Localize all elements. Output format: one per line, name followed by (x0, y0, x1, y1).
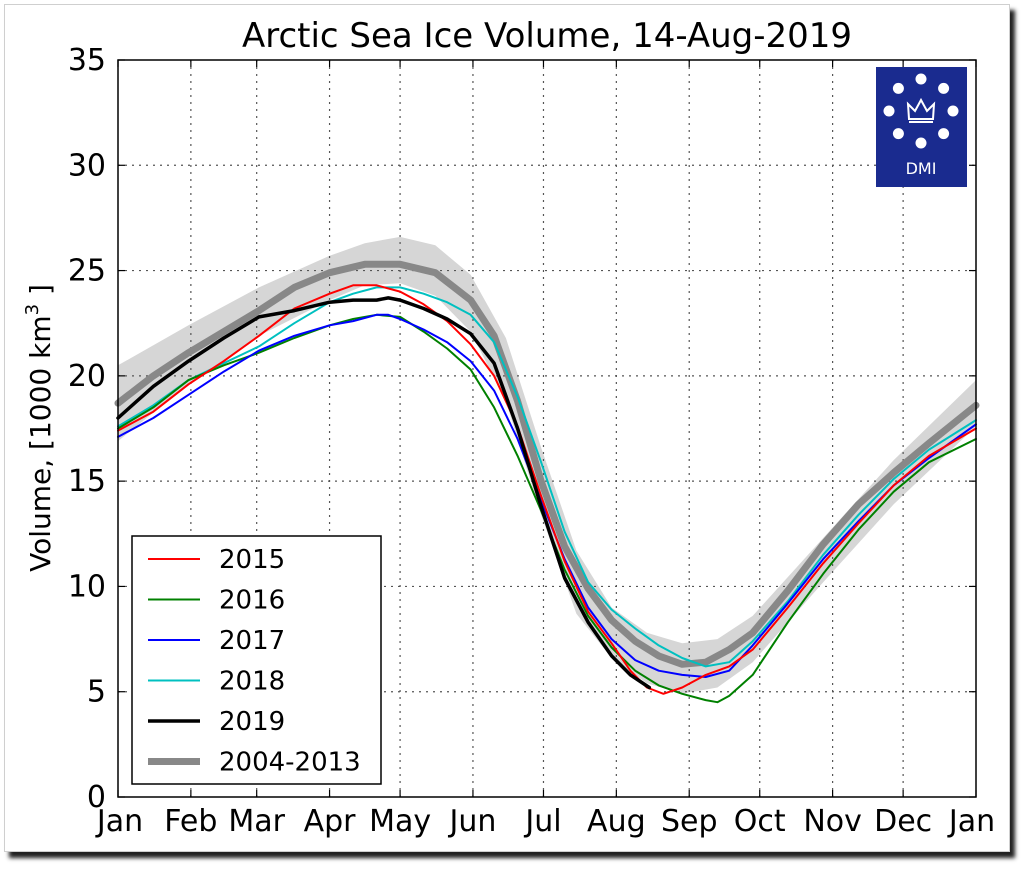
axis-ticks (117, 59, 977, 798)
legend-label-2015: 2015 (219, 545, 285, 575)
legend-label-2017: 2017 (219, 626, 285, 656)
y-tick-label: 30 (68, 148, 106, 183)
x-tick-label: Jul (523, 804, 561, 839)
y-axis-tick-labels: 0 5 10 15 20 25 30 35 (68, 43, 106, 815)
logo-dot (915, 137, 927, 149)
legend: 2015 2016 2017 2018 2019 2004-2013 (131, 535, 382, 785)
y-tick-label: 0 (87, 780, 106, 815)
crown-icon (906, 97, 936, 123)
logo-dot (892, 82, 904, 94)
logo-dot (938, 128, 950, 140)
climatology-band (118, 236, 976, 694)
y-tick-label: 15 (68, 464, 106, 499)
logo-background (876, 67, 967, 187)
y-tick-label: 35 (68, 43, 106, 78)
logo-dot (892, 128, 904, 140)
y-tick-label: 25 (68, 254, 106, 289)
chart-title: Arctic Sea Ice Volume, 14-Aug-2019 (242, 16, 852, 56)
legend-label-2004-2013: 2004-2013 (219, 748, 361, 778)
x-tick-label: Jan (95, 804, 143, 839)
y-tick-label: 10 (68, 569, 106, 604)
x-tick-label: May (369, 804, 431, 839)
series-line-2004-2013 (114, 260, 980, 668)
x-tick-label: Feb (164, 804, 217, 839)
x-tick-label: Apr (304, 804, 357, 839)
x-tick-label: Jan (947, 804, 995, 839)
y-axis-label: Volume, [1000 km3 ] (22, 284, 57, 572)
logo-dot (938, 82, 950, 94)
series-line-2019 (116, 296, 652, 690)
x-tick-label: Nov (803, 804, 862, 839)
series-layer (114, 260, 980, 704)
x-tick-label: Jun (448, 804, 497, 839)
band-area (118, 236, 976, 694)
series-line-2015 (117, 284, 977, 695)
x-axis-tick-labels: Jan Feb Mar Apr May Jun Jul Aug Sep Oct Nov Dec Jan (95, 804, 995, 839)
logo-dot (915, 73, 927, 85)
plot-area (117, 59, 977, 798)
legend-box (131, 535, 382, 785)
logo-dot (947, 105, 959, 117)
logo-text: DMI (906, 159, 937, 178)
x-tick-label: Dec (874, 804, 932, 839)
dmi-logo: DMI (876, 67, 967, 187)
legend-label-2016: 2016 (219, 586, 285, 616)
x-tick-label: Sep (661, 804, 718, 839)
logo-dot (883, 105, 895, 117)
y-tick-label: 20 (68, 359, 106, 394)
series-line-2018 (117, 286, 977, 668)
x-tick-label: Mar (228, 804, 285, 839)
logo-circle-of-dots (883, 73, 959, 149)
x-tick-label: Aug (587, 804, 646, 839)
x-tick-label: Oct (734, 804, 786, 839)
y-tick-label: 5 (87, 675, 106, 710)
legend-label-2018: 2018 (219, 667, 285, 697)
legend-label-2019: 2019 (219, 707, 285, 737)
